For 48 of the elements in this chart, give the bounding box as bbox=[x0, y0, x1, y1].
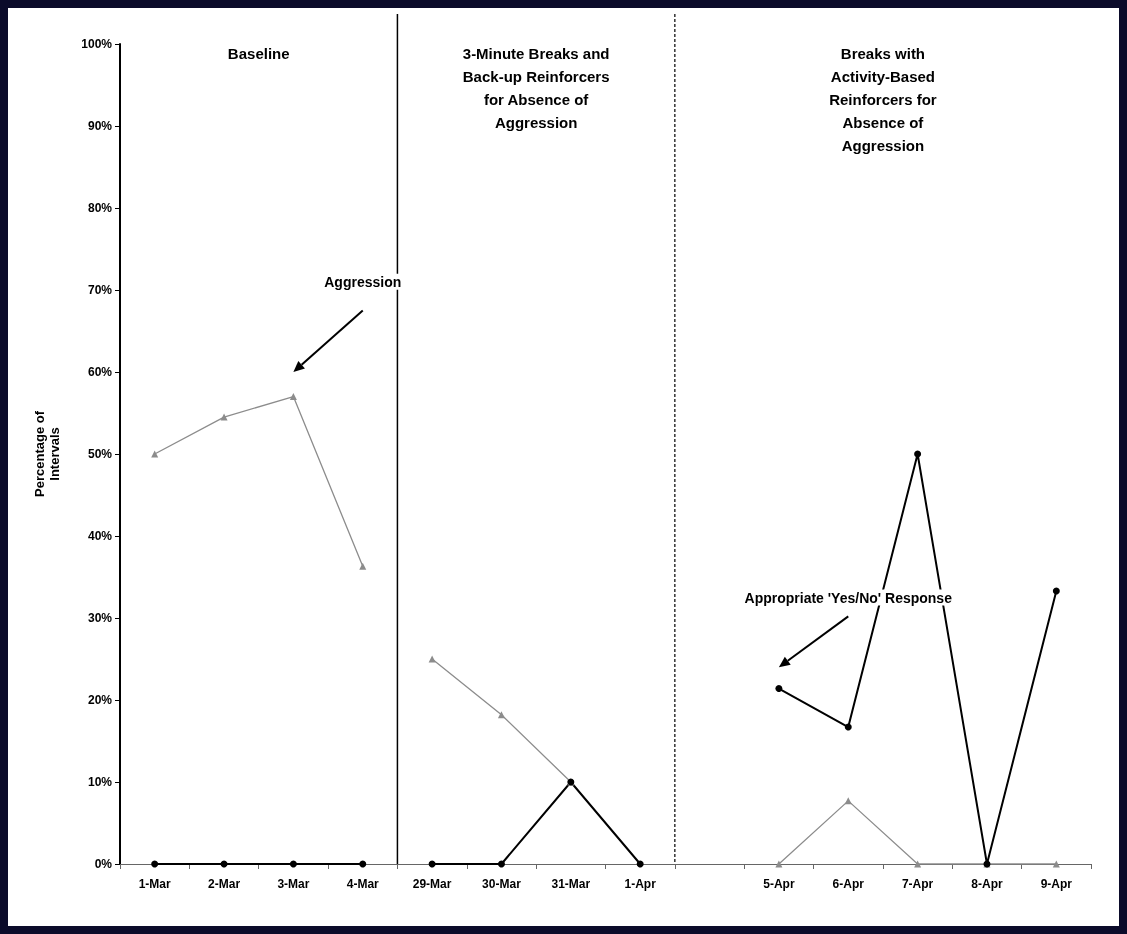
y-tick-label: 30% bbox=[87, 611, 113, 625]
x-tick-label: 9-Apr bbox=[1040, 877, 1073, 891]
y-tick-label: 100% bbox=[81, 37, 113, 51]
annotation: Aggression bbox=[324, 273, 402, 290]
y-tick-label: 40% bbox=[87, 529, 113, 543]
point bbox=[914, 860, 922, 868]
point bbox=[775, 685, 783, 693]
x-tick-label: 7-Apr bbox=[901, 877, 934, 891]
y-tick-label: 90% bbox=[87, 119, 113, 133]
y-tick-label: 60% bbox=[87, 365, 113, 379]
annotation: Baseline bbox=[227, 45, 290, 62]
y-tick-label: 80% bbox=[87, 201, 113, 215]
point bbox=[289, 860, 297, 868]
x-tick-label: 8-Apr bbox=[971, 877, 1003, 891]
point bbox=[428, 655, 436, 663]
point bbox=[359, 562, 367, 570]
point bbox=[289, 393, 297, 401]
point bbox=[1052, 860, 1060, 868]
point bbox=[1052, 587, 1060, 595]
x-tick-label: 1-Mar bbox=[138, 877, 172, 891]
y-tick-label: 70% bbox=[87, 283, 113, 297]
point bbox=[497, 860, 505, 868]
point bbox=[151, 450, 159, 458]
x-tick-label: 29-Mar bbox=[412, 877, 452, 891]
point bbox=[914, 450, 922, 458]
point bbox=[497, 711, 505, 719]
annotation: 3-Minute Breaks and Back-up Reinforcers for Absence of Aggression bbox=[462, 45, 610, 131]
point bbox=[359, 860, 367, 868]
x-tick-label: 6-Apr bbox=[832, 877, 865, 891]
x-tick-label: 1-Apr bbox=[624, 877, 657, 891]
annotation: Appropriate 'Yes/No' Response bbox=[744, 589, 953, 606]
point bbox=[775, 860, 783, 868]
point bbox=[220, 413, 228, 421]
x-tick-label: 31-Mar bbox=[551, 877, 591, 891]
point bbox=[844, 723, 852, 731]
point bbox=[151, 860, 159, 868]
y-tick-label: 20% bbox=[87, 693, 113, 707]
y-tick-label: 10% bbox=[87, 775, 113, 789]
y-tick-label: 50% bbox=[87, 447, 113, 461]
x-tick-label: 3-Mar bbox=[277, 877, 310, 891]
x-tick-label: 2-Mar bbox=[208, 877, 241, 891]
annotation: Breaks with Activity-Based Reinforcers for Absence of Aggression bbox=[829, 45, 937, 154]
x-tick-label: 4-Mar bbox=[346, 877, 380, 891]
y-tick-label: 0% bbox=[94, 857, 113, 871]
x-tick-label: 30-Mar bbox=[482, 877, 522, 891]
y-axis-title: Percentage of Intervals bbox=[32, 410, 62, 497]
x-tick-label: 5-Apr bbox=[763, 877, 795, 891]
point bbox=[636, 860, 644, 868]
